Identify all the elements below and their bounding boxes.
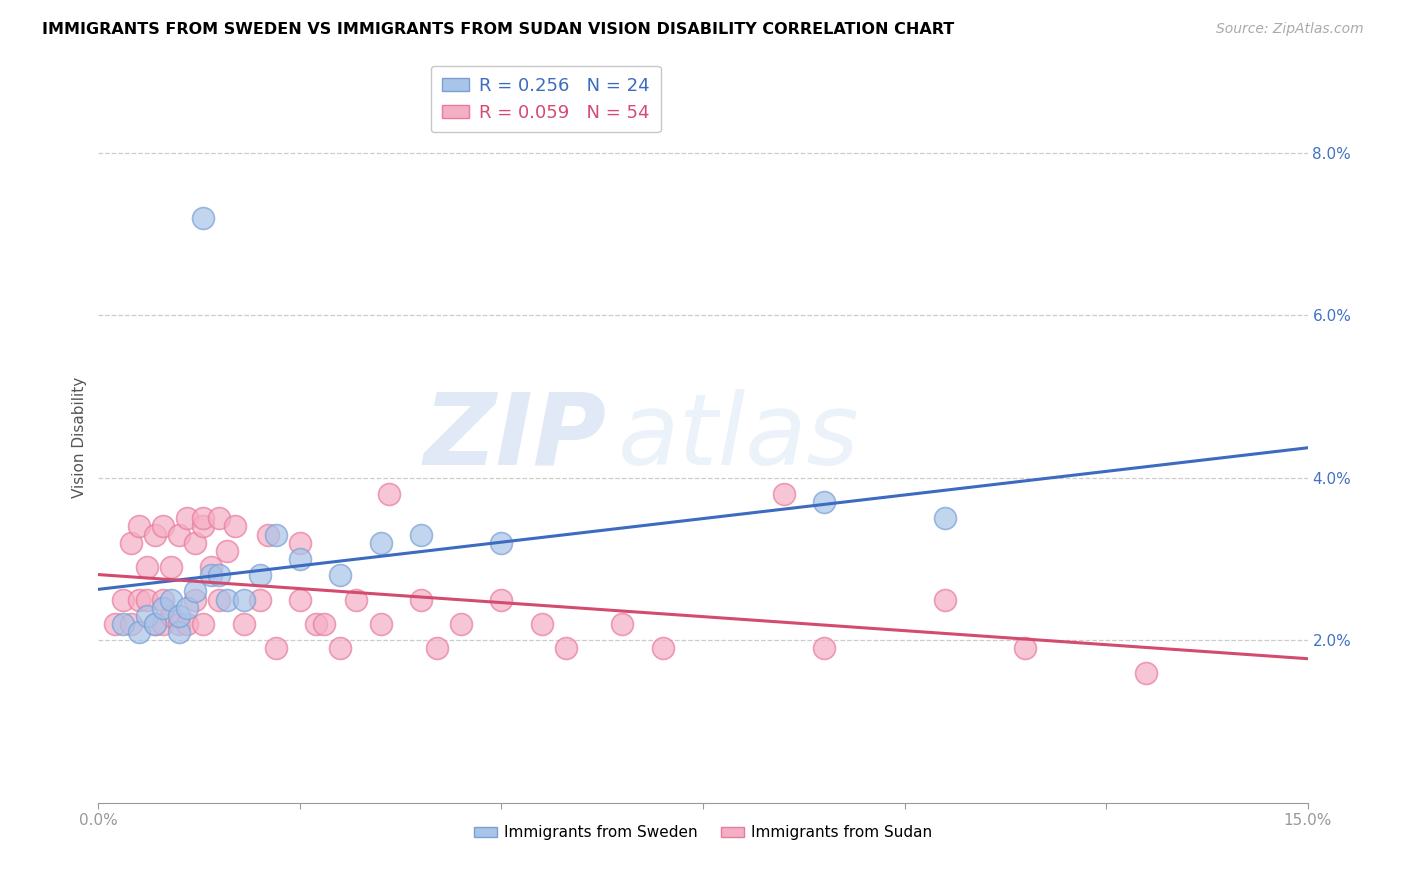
Legend: Immigrants from Sweden, Immigrants from Sudan: Immigrants from Sweden, Immigrants from …: [468, 819, 938, 847]
Point: [193, 617, 215, 632]
Point: [813, 641, 835, 656]
Point: [651, 641, 673, 656]
Point: [152, 592, 174, 607]
Point: [288, 552, 311, 566]
Point: [377, 487, 399, 501]
Point: [409, 592, 432, 607]
Point: [217, 544, 239, 558]
Point: [1014, 641, 1036, 656]
Point: [249, 568, 271, 582]
Point: [934, 592, 956, 607]
Point: [128, 519, 150, 533]
Point: [152, 519, 174, 533]
Point: [193, 211, 215, 225]
Text: Source: ZipAtlas.com: Source: ZipAtlas.com: [1216, 22, 1364, 37]
Point: [135, 592, 157, 607]
Point: [135, 608, 157, 623]
Point: [184, 584, 207, 599]
Point: [193, 519, 215, 533]
Point: [217, 592, 239, 607]
Point: [120, 535, 142, 549]
Point: [193, 511, 215, 525]
Point: [184, 592, 207, 607]
Point: [426, 641, 449, 656]
Point: [491, 535, 513, 549]
Point: [160, 560, 183, 574]
Point: [128, 592, 150, 607]
Point: [176, 617, 198, 632]
Point: [813, 495, 835, 509]
Point: [200, 560, 222, 574]
Point: [612, 617, 634, 632]
Point: [176, 511, 198, 525]
Point: [176, 600, 198, 615]
Point: [152, 600, 174, 615]
Point: [409, 527, 432, 541]
Point: [344, 592, 367, 607]
Point: [224, 519, 246, 533]
Point: [329, 568, 352, 582]
Point: [772, 487, 794, 501]
Point: [232, 617, 254, 632]
Point: [152, 617, 174, 632]
Point: [111, 592, 134, 607]
Y-axis label: Vision Disability: Vision Disability: [72, 376, 87, 498]
Point: [555, 641, 578, 656]
Point: [264, 527, 287, 541]
Point: [1135, 665, 1157, 680]
Point: [264, 641, 287, 656]
Point: [167, 617, 190, 632]
Point: [934, 511, 956, 525]
Point: [314, 617, 336, 632]
Point: [288, 535, 311, 549]
Point: [370, 535, 392, 549]
Point: [143, 527, 166, 541]
Point: [135, 560, 157, 574]
Point: [329, 641, 352, 656]
Point: [249, 592, 271, 607]
Text: atlas: atlas: [619, 389, 860, 485]
Point: [208, 592, 231, 607]
Point: [305, 617, 328, 632]
Point: [184, 535, 207, 549]
Point: [160, 592, 183, 607]
Point: [103, 617, 125, 632]
Point: [450, 617, 472, 632]
Point: [167, 608, 190, 623]
Point: [143, 617, 166, 632]
Point: [256, 527, 278, 541]
Point: [128, 625, 150, 640]
Point: [111, 617, 134, 632]
Point: [530, 617, 553, 632]
Point: [491, 592, 513, 607]
Point: [120, 617, 142, 632]
Point: [208, 511, 231, 525]
Point: [167, 527, 190, 541]
Point: [232, 592, 254, 607]
Point: [167, 625, 190, 640]
Point: [143, 617, 166, 632]
Point: [200, 568, 222, 582]
Point: [370, 617, 392, 632]
Text: ZIP: ZIP: [423, 389, 606, 485]
Point: [160, 608, 183, 623]
Text: IMMIGRANTS FROM SWEDEN VS IMMIGRANTS FROM SUDAN VISION DISABILITY CORRELATION CH: IMMIGRANTS FROM SWEDEN VS IMMIGRANTS FRO…: [42, 22, 955, 37]
Point: [208, 568, 231, 582]
Point: [288, 592, 311, 607]
